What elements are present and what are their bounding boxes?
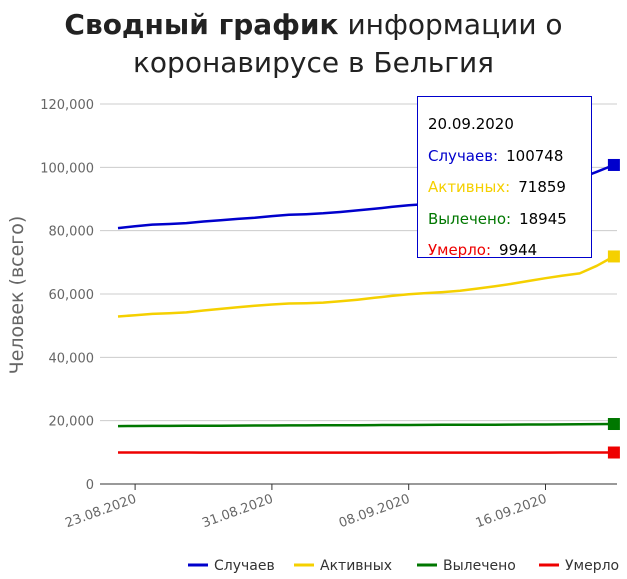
y-tick-label: 120,000 [40, 98, 94, 113]
x-tick-label: 31.08.2020 [200, 492, 275, 532]
series-end-marker[interactable] [607, 418, 620, 431]
y-axis-title: Человек (всего) [6, 216, 28, 375]
y-tick-label: 100,000 [40, 161, 94, 176]
series-line [117, 422, 614, 428]
tooltip-row-label: Случаев: [428, 146, 499, 165]
x-tick-label: 08.09.2020 [337, 492, 412, 532]
y-tick-label: 60,000 [49, 288, 95, 303]
series-end-marker[interactable] [607, 158, 620, 171]
tooltip-row-label: Вылечено: [428, 209, 512, 228]
tooltip-row-value: 100748 [506, 146, 564, 165]
tooltip-date: 20.09.2020 [428, 115, 514, 133]
legend-label[interactable]: Случаев [214, 558, 275, 574]
tooltip-row-value: 71859 [518, 178, 566, 196]
hover-tooltip: 20.09.2020 Случаев: 100748 Активных: 71859 В… [417, 96, 592, 259]
legend-label[interactable]: Умерло [565, 558, 619, 574]
series-end-marker[interactable] [607, 250, 620, 263]
tooltip-row-value: 18945 [519, 209, 567, 228]
series-end-marker[interactable] [607, 446, 620, 459]
y-axis-ticks: 0 20,000 40,000 60,000 80,000 100,000 120,000 [40, 98, 94, 493]
tooltip-rows: Случаев: 100748 Активных: 71859 Вылечено: 189… [428, 141, 591, 267]
y-tick-label: 20,000 [49, 415, 95, 430]
tooltip-row-value: 9944 [499, 241, 538, 259]
tooltip-row: Умерло: 9944 [428, 235, 591, 267]
legend-label[interactable]: Активных [320, 558, 392, 574]
x-axis: 23.08.2020 31.08.2020 08.09.2020 16.09.2020 [63, 484, 549, 532]
y-tick-label: 0 [86, 478, 94, 493]
y-tick-label: 80,000 [49, 225, 95, 240]
x-tick-label: 16.09.2020 [474, 492, 549, 532]
series-lines [117, 158, 620, 459]
chart-title-bold: Сводный график [64, 8, 339, 41]
legend-label[interactable]: Вылечено [443, 558, 516, 574]
tooltip-row: Случаев: 100748 [428, 141, 591, 173]
legend[interactable]: Случаев Активных Вылечено Умерло [188, 558, 619, 574]
tooltip-row: Активных: 71859 [428, 172, 591, 204]
tooltip-row: Вылечено: 18945 [428, 204, 591, 236]
tooltip-row-label: Активных: [428, 178, 511, 196]
chart-title-line2: коронавирусе в Бельгия [133, 46, 494, 79]
chart-title-rest: информации о [347, 8, 563, 41]
tooltip-row-label: Умерло: [428, 241, 492, 259]
y-tick-label: 40,000 [49, 351, 95, 366]
chart-title: Сводный график информации о коронавирусе… [0, 6, 627, 82]
series-line [117, 255, 615, 318]
x-tick-label: 23.08.2020 [63, 492, 138, 532]
